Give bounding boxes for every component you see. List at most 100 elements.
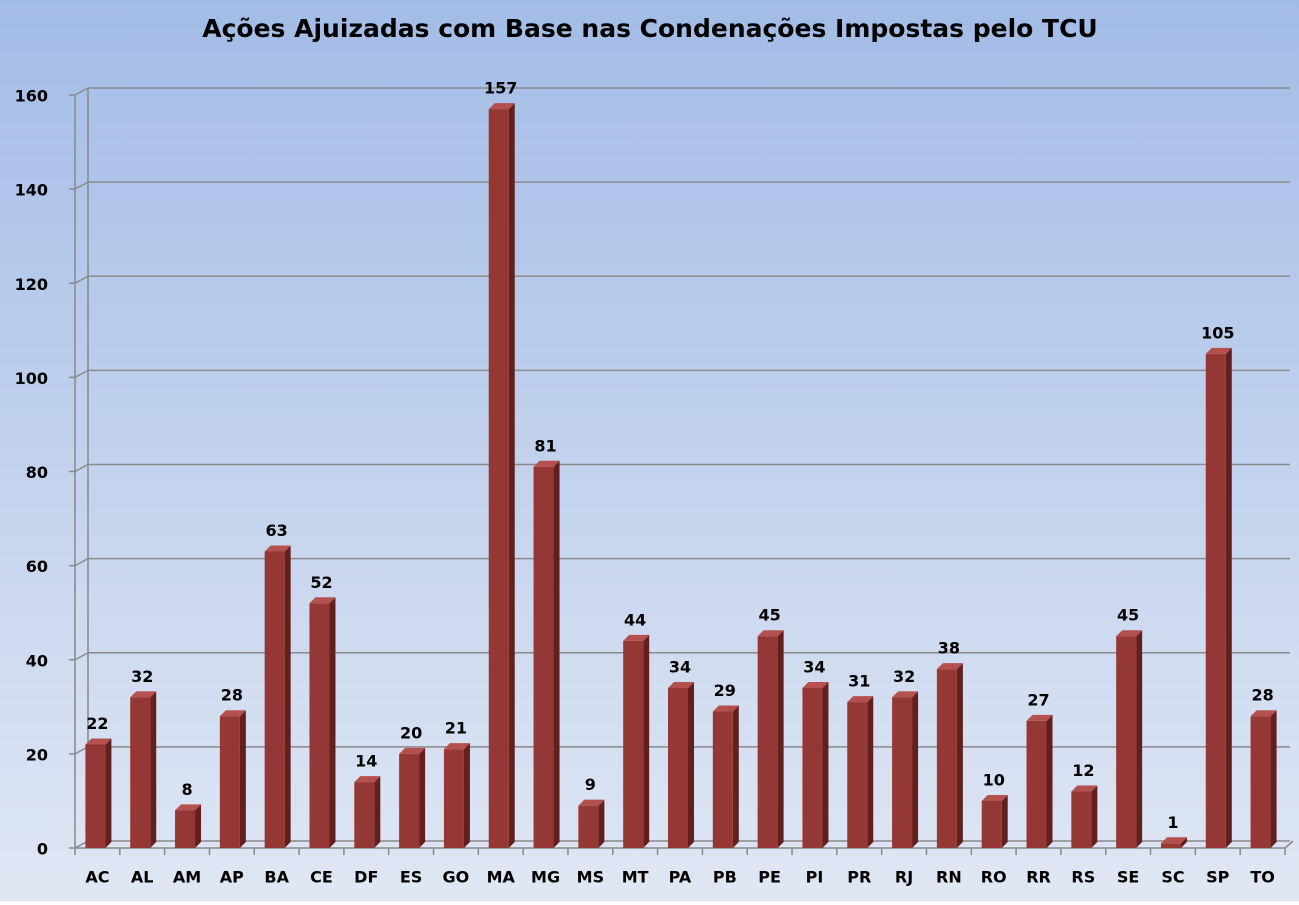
- x-tick-label: ES: [400, 868, 422, 887]
- bar: [533, 466, 554, 848]
- data-label: 28: [1251, 686, 1273, 705]
- bar-top: [1116, 630, 1143, 637]
- bar: [892, 697, 913, 848]
- bar-top: [847, 696, 874, 703]
- bar-side: [643, 634, 650, 848]
- bar: [399, 753, 420, 848]
- x-tick-label: MA: [487, 868, 516, 887]
- bar-side: [1225, 347, 1232, 848]
- bar-top: [443, 743, 470, 750]
- grid-diag: [74, 557, 89, 567]
- bar: [623, 640, 644, 848]
- data-label: 63: [266, 521, 288, 540]
- bar-top: [757, 630, 784, 637]
- bar: [1160, 843, 1181, 848]
- bar-side: [912, 691, 919, 848]
- y-tick-label: 40: [26, 651, 48, 670]
- bar: [85, 744, 106, 848]
- data-label: 32: [131, 667, 153, 686]
- bar: [309, 603, 330, 848]
- x-tick-label: RN: [936, 868, 962, 887]
- data-label: 27: [1027, 690, 1049, 709]
- x-tick-label: BA: [264, 868, 289, 887]
- grid-diag: [74, 463, 89, 473]
- x-tick-label: AP: [220, 868, 244, 887]
- bar-side: [1001, 794, 1008, 848]
- bar-top: [1205, 347, 1232, 354]
- x-tick-label: MG: [531, 868, 560, 887]
- data-label: 34: [803, 657, 825, 676]
- bar-top: [399, 747, 426, 754]
- data-label: 1: [1167, 813, 1178, 832]
- data-label: 21: [445, 719, 467, 738]
- bar-side: [1136, 630, 1143, 848]
- data-label: 34: [669, 657, 691, 676]
- bar-top: [623, 634, 650, 641]
- x-tick-label: PE: [758, 868, 781, 887]
- bar: [354, 782, 375, 848]
- data-label: 52: [310, 573, 332, 592]
- bar-top: [668, 681, 694, 688]
- data-label: 32: [893, 667, 915, 686]
- bar-top: [892, 691, 919, 698]
- y-tick-label: 120: [15, 275, 48, 294]
- bar-top: [981, 794, 1008, 801]
- bar-side: [777, 630, 784, 848]
- bar-side: [1270, 710, 1277, 848]
- x-tick-label: CE: [310, 868, 333, 887]
- x-tick-label: PR: [847, 868, 871, 887]
- bar-top: [578, 799, 605, 806]
- data-label: 31: [848, 672, 870, 691]
- bar-side: [508, 103, 515, 848]
- bar: [712, 711, 733, 848]
- data-label: 8: [181, 780, 192, 799]
- data-label: 10: [983, 770, 1005, 789]
- data-label: 14: [355, 752, 377, 771]
- y-tick-label: 160: [15, 87, 48, 106]
- bar: [802, 687, 823, 848]
- x-tick-label: SC: [1161, 868, 1184, 887]
- data-label: 44: [624, 610, 646, 629]
- bar-side: [598, 799, 605, 848]
- bar: [936, 669, 957, 848]
- bar-top: [712, 705, 739, 712]
- bar-top: [264, 545, 291, 552]
- data-label: 20: [400, 723, 422, 742]
- bar-top: [175, 804, 202, 811]
- data-label: 28: [221, 686, 243, 705]
- data-label: 29: [714, 681, 736, 700]
- x-tick-label: AL: [131, 868, 154, 887]
- y-tick-label: 20: [26, 745, 48, 764]
- bar-top: [1026, 714, 1053, 721]
- x-tick-label: AC: [85, 868, 109, 887]
- bar-side: [150, 691, 157, 848]
- y-tick-label: 100: [15, 369, 48, 388]
- y-tick-label: 80: [26, 463, 48, 482]
- x-tick-label: PI: [806, 868, 824, 887]
- bar-side: [688, 681, 694, 848]
- x-tick-label: PA: [669, 868, 692, 887]
- x-tick-label: PB: [713, 868, 737, 887]
- bar-side: [1091, 785, 1098, 848]
- grid-diag: [74, 87, 89, 96]
- bar-side: [195, 804, 202, 848]
- bar: [578, 805, 599, 848]
- bar: [488, 109, 509, 848]
- bar: [847, 702, 868, 848]
- y-tick-label: 140: [15, 181, 48, 200]
- grid-diag: [74, 275, 89, 284]
- grid-diag: [74, 652, 89, 661]
- bar-top: [309, 597, 336, 604]
- y-tick-label: 60: [26, 557, 48, 576]
- x-tick-label: MT: [622, 868, 649, 887]
- bar-top: [936, 663, 963, 670]
- data-label: 12: [1072, 761, 1094, 780]
- bar: [1205, 353, 1226, 848]
- x-tick-label: TO: [1250, 868, 1275, 887]
- bar: [1071, 791, 1092, 848]
- bar-side: [867, 696, 874, 848]
- bar-side: [553, 460, 560, 848]
- x-tick-label: MS: [577, 868, 604, 887]
